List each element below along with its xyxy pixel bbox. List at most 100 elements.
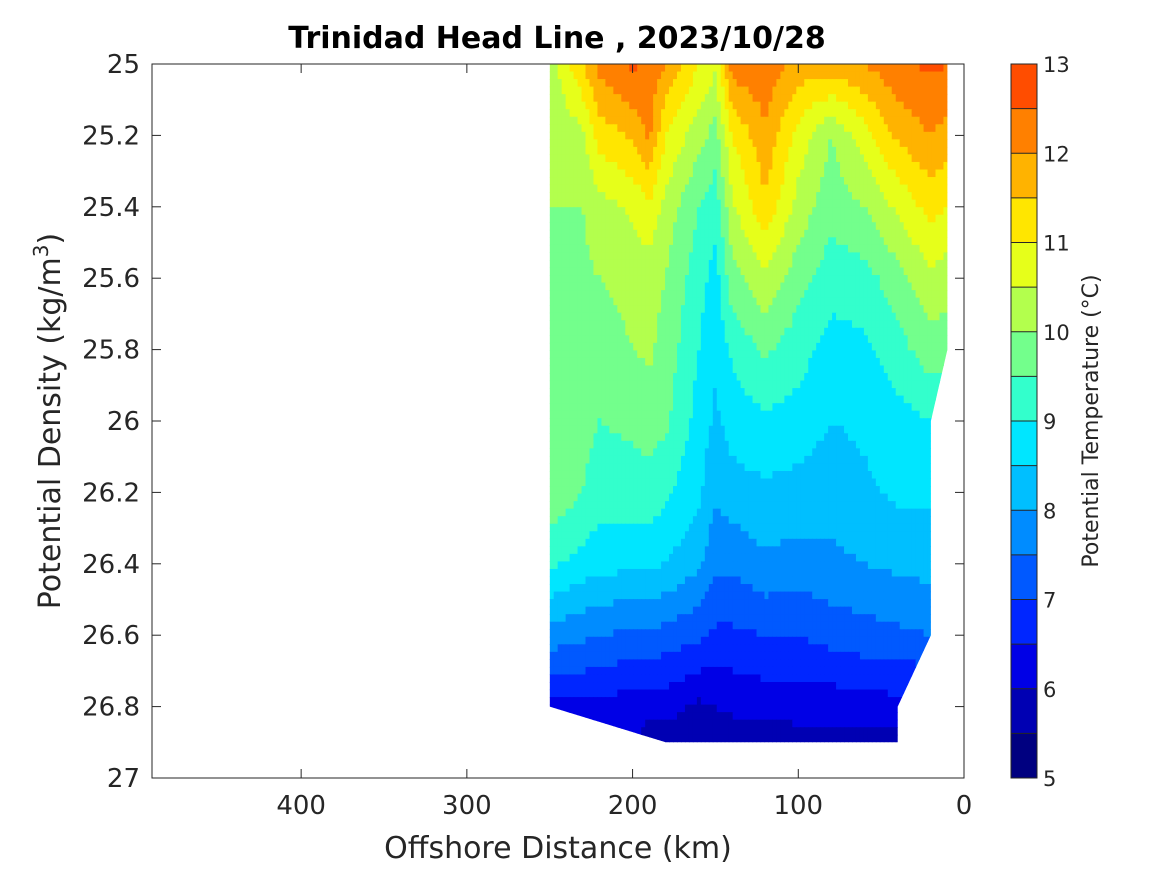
contour-cell — [871, 131, 877, 140]
contour-cell — [601, 244, 606, 254]
contour-cell — [653, 161, 658, 171]
contour-cell — [617, 161, 622, 171]
contour-cell — [557, 64, 563, 73]
contour-cell — [844, 297, 849, 306]
contour-cell — [661, 290, 666, 299]
contour-cell — [704, 357, 710, 367]
contour-cell — [669, 64, 674, 73]
contour-cell — [561, 169, 567, 178]
contour-cell — [601, 282, 606, 291]
contour-cell — [788, 139, 793, 148]
contour-cell — [696, 282, 702, 291]
contour-cell — [720, 403, 726, 412]
contour-cell — [863, 433, 869, 442]
contour-cell — [653, 357, 658, 367]
contour-cell — [851, 418, 857, 427]
contour-cell — [788, 116, 793, 125]
contour-cell — [577, 335, 583, 344]
contour-cell — [907, 395, 913, 404]
contour-cell — [708, 109, 714, 118]
contour-cell — [927, 297, 933, 306]
contour-cell — [549, 207, 555, 216]
contour-cell — [609, 161, 614, 171]
contour-cell — [776, 282, 781, 291]
contour-cell — [824, 388, 829, 397]
contour-cell — [673, 403, 678, 412]
contour-cell — [919, 116, 925, 125]
contour-cell — [840, 380, 845, 389]
contour-cell — [669, 109, 674, 118]
contour-cell — [760, 425, 766, 434]
contour-cell — [820, 297, 825, 306]
contour-cell — [804, 154, 809, 163]
contour-cell — [879, 222, 885, 231]
contour-cell — [661, 373, 666, 382]
contour-cell — [696, 207, 702, 216]
contour-cell — [776, 222, 781, 231]
contour-cell — [665, 169, 670, 178]
contour-cell — [824, 199, 829, 208]
contour-cell — [561, 365, 567, 374]
contour-cell — [923, 109, 929, 118]
contour-cell — [680, 357, 686, 367]
contour-cell — [776, 403, 781, 412]
contour-cell — [680, 146, 686, 156]
contour-cell — [931, 146, 937, 156]
contour-cell — [848, 275, 853, 284]
contour-cell — [605, 425, 610, 434]
contour-cell — [553, 282, 559, 291]
contour-cell — [776, 305, 781, 314]
contour-cell — [549, 342, 555, 351]
contour-cell — [768, 380, 774, 389]
contour-cell — [688, 222, 694, 231]
contour-cell — [621, 433, 626, 442]
contour-cell — [748, 433, 754, 442]
contour-cell — [597, 380, 603, 389]
contour-cell — [887, 199, 893, 208]
contour-cell — [851, 297, 857, 306]
contour-cell — [553, 192, 559, 201]
contour-cell — [875, 192, 881, 201]
contour-cell — [732, 207, 738, 216]
contour-cell — [720, 275, 726, 284]
contour-cell — [680, 373, 686, 382]
contour-cell — [688, 259, 694, 269]
contour-cell — [792, 146, 797, 156]
contour-cell — [740, 433, 746, 442]
contour-cell — [569, 410, 575, 419]
contour-cell — [887, 169, 893, 178]
contour-cell — [840, 388, 845, 397]
contour-cell — [788, 290, 793, 299]
contour-cell — [724, 154, 730, 163]
contour-cell — [887, 252, 893, 261]
contour-cell — [613, 109, 618, 118]
contour-cell — [593, 79, 599, 88]
contour-cell — [597, 79, 603, 88]
contour-cell — [708, 365, 714, 374]
contour-cell — [764, 94, 770, 103]
contour-cell — [669, 282, 674, 291]
contour-cell — [836, 161, 841, 171]
contour-cell — [593, 267, 599, 276]
contour-cell — [851, 388, 857, 397]
contour-cell — [844, 275, 849, 284]
contour-cell — [832, 101, 837, 110]
contour-cell — [585, 139, 591, 148]
contour-cell — [641, 433, 646, 442]
contour-cell — [836, 297, 841, 306]
contour-cell — [657, 154, 662, 163]
contour-cell — [557, 146, 563, 156]
contour-cell — [792, 192, 797, 201]
contour-cell — [732, 290, 738, 299]
contour-cell — [740, 395, 746, 404]
contour-cell — [585, 169, 591, 178]
contour-cell — [907, 71, 913, 80]
contour-cell — [887, 154, 893, 163]
contour-cell — [680, 177, 686, 186]
contour-cell — [704, 388, 710, 397]
contour-cell — [752, 184, 758, 193]
contour-cell — [613, 244, 618, 254]
contour-cell — [812, 290, 817, 299]
contour-cell — [943, 207, 948, 216]
contour-cell — [943, 252, 948, 261]
